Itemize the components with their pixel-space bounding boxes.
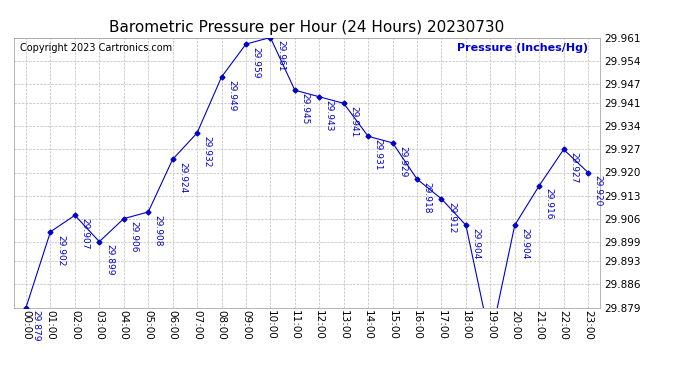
Text: 29.929: 29.929 <box>398 146 407 177</box>
Text: 29.906: 29.906 <box>129 221 138 253</box>
Text: 29.941: 29.941 <box>349 106 358 138</box>
Text: 29.924: 29.924 <box>178 162 187 194</box>
Text: 29.918: 29.918 <box>422 182 431 213</box>
Text: 29.932: 29.932 <box>203 136 212 167</box>
Title: Barometric Pressure per Hour (24 Hours) 20230730: Barometric Pressure per Hour (24 Hours) … <box>110 20 504 35</box>
Text: 29.912: 29.912 <box>447 202 456 233</box>
Text: 29.902: 29.902 <box>56 234 65 266</box>
Text: 29.916: 29.916 <box>545 189 554 220</box>
Text: 29.907: 29.907 <box>81 218 90 250</box>
Text: Copyright 2023 Cartronics.com: Copyright 2023 Cartronics.com <box>19 43 172 53</box>
Text: 29.945: 29.945 <box>300 93 309 124</box>
Text: 29.949: 29.949 <box>227 80 236 111</box>
Text: 29.879: 29.879 <box>32 310 41 342</box>
Text: 29.908: 29.908 <box>154 215 163 246</box>
Text: 29.943: 29.943 <box>325 99 334 131</box>
Text: 29.904: 29.904 <box>471 228 480 260</box>
Text: 29.927: 29.927 <box>569 152 578 184</box>
Text: 29.931: 29.931 <box>374 139 383 171</box>
Text: Pressure (Inches/Hg): Pressure (Inches/Hg) <box>457 43 589 53</box>
Text: 29.904: 29.904 <box>520 228 529 260</box>
Text: 29.920: 29.920 <box>593 175 602 207</box>
Text: 29.899: 29.899 <box>105 244 114 276</box>
Text: 29.961: 29.961 <box>276 40 285 72</box>
Text: 29.959: 29.959 <box>252 47 261 78</box>
Text: 29.869: 29.869 <box>0 374 1 375</box>
